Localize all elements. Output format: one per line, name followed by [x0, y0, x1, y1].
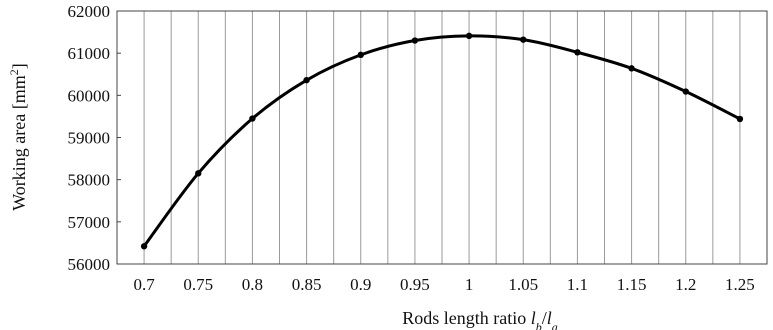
x-tick-label: 1.2 — [675, 275, 696, 294]
y-tick-label: 59000 — [68, 129, 111, 148]
x-tick-label: 0.75 — [183, 275, 213, 294]
data-point — [140, 243, 148, 250]
x-tick-label: 1.25 — [725, 275, 755, 294]
x-tick-label: 0.85 — [292, 275, 322, 294]
data-point — [195, 170, 202, 177]
x-tick-label: 1.1 — [567, 275, 588, 294]
x-tick-label: 1.15 — [617, 275, 647, 294]
y-tick-label: 60000 — [68, 86, 111, 105]
x-axis-title: Rods length ratio lb/la — [402, 308, 558, 330]
y-axis-title: Working area [mm2] — [7, 63, 29, 211]
data-point — [303, 76, 310, 84]
x-axis-ticks: 0.7 0.75 0.8 0.85 0.9 0.95 1 1.05 1.1 1.15 1.2 1.25 — [133, 275, 754, 294]
data-point — [249, 115, 256, 122]
x-tick-label: 0.95 — [400, 275, 430, 294]
y-tick-label: 62000 — [68, 2, 111, 21]
x-tick-label: 1.05 — [508, 275, 538, 294]
y-axis-ticks: 56000 57000 58000 59000 60000 61000 62000 — [68, 2, 121, 274]
data-point — [411, 37, 419, 44]
data-point — [682, 88, 689, 95]
data-point — [520, 36, 527, 43]
y-tick-label: 56000 — [68, 255, 111, 274]
y-tick-label: 61000 — [68, 44, 111, 63]
grid — [143, 11, 741, 264]
y-tick-label: 57000 — [68, 213, 111, 232]
x-tick-label: 0.8 — [242, 275, 263, 294]
data-point — [574, 49, 581, 56]
y-tick-label: 58000 — [68, 171, 111, 190]
series — [140, 32, 744, 250]
data-point — [357, 51, 364, 59]
data-point — [465, 32, 473, 40]
data-point — [736, 115, 744, 123]
x-tick-label: 0.7 — [133, 275, 155, 294]
x-tick-label: 1 — [465, 275, 474, 294]
x-tick-label: 0.9 — [350, 275, 371, 294]
data-point — [628, 65, 635, 72]
